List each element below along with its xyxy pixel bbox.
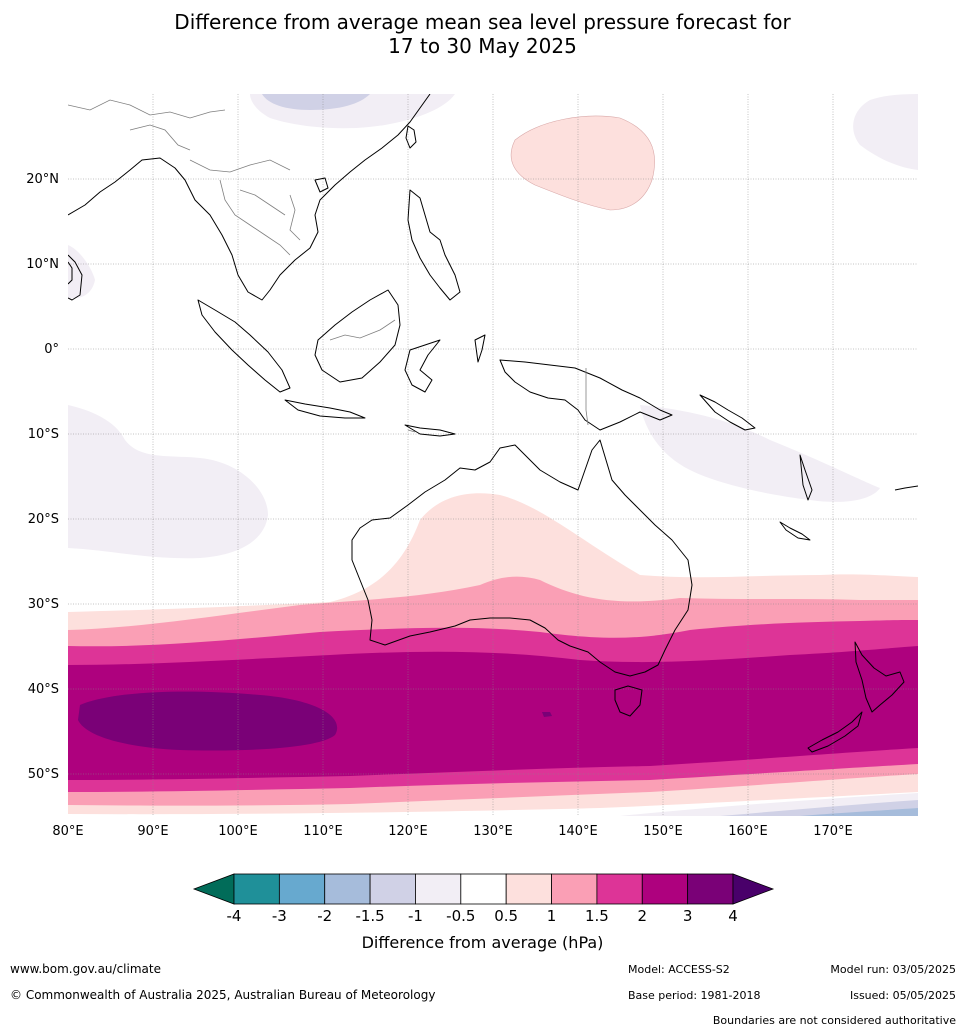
coast-india — [68, 254, 83, 301]
lon-tick-150: 150°E — [643, 824, 683, 839]
lon-tick-140: 140°E — [558, 824, 598, 839]
colorbar-tick-label: 4 — [728, 907, 738, 925]
lat-tick-20n: 20°N — [26, 172, 59, 187]
coast-halmahera — [474, 334, 486, 363]
colorbar-tick-label: -1.5 — [355, 907, 384, 925]
patch-pos-pacific — [510, 115, 655, 211]
footer-model-run: Model run: 03/05/2025 — [830, 963, 956, 976]
footer-model: Model: ACCESS-S2 — [628, 963, 730, 976]
lat-tick-30s: 30°S — [28, 597, 59, 612]
footer-copyright: © Commonwealth of Australia 2025, Austra… — [10, 988, 436, 1002]
lon-tick-170: 170°E — [813, 824, 853, 839]
coast-vanuatu — [799, 454, 813, 501]
colorbar-tick-label: 1.5 — [585, 907, 609, 925]
national-boundaries — [68, 99, 589, 433]
footer-issued: Issued: 05/05/2025 — [849, 989, 956, 1002]
lat-tick-40s: 40°S — [28, 682, 59, 697]
patch-neg-north-inner — [262, 94, 370, 110]
chart-title: Difference from average mean sea level p… — [0, 10, 965, 58]
patch-neg-coral-sea — [640, 405, 880, 502]
lat-tick-labels: 20°N 10°N 0° 10°S 20°S 30°S 40°S 50°S — [26, 172, 59, 782]
lat-tick-0: 0° — [44, 342, 59, 357]
map-area — [68, 94, 918, 816]
colorbar-tick-label: 0.5 — [494, 907, 518, 925]
coast-tasmania — [614, 685, 643, 717]
colorbar-swatch — [505, 873, 552, 905]
coast-timor — [404, 424, 456, 437]
colorbar-tick-label: 2 — [637, 907, 647, 925]
coast-borneo — [314, 289, 401, 383]
patch-neg-nw — [68, 245, 95, 299]
lon-tick-120: 120°E — [388, 824, 428, 839]
colorbar-swatch — [278, 873, 326, 905]
footer-disclaimer: Boundaries are not considered authoritat… — [712, 1014, 956, 1027]
coast-philippines — [407, 189, 461, 301]
colorbar-tick-label: -1 — [408, 907, 423, 925]
coast-sumatra — [197, 299, 291, 393]
coast-fiji — [894, 485, 918, 491]
colorbar-tick-label: -3 — [272, 907, 287, 925]
coast-new-guinea — [499, 359, 673, 431]
lat-tick-10s: 10°S — [28, 427, 59, 442]
colorbar-label: Difference from average (hPa) — [361, 933, 604, 952]
colorbar-tick-label: -4 — [227, 907, 242, 925]
lon-tick-90: 90°E — [137, 824, 168, 839]
title-line-1: Difference from average mean sea level p… — [174, 10, 791, 34]
lat-tick-20s: 20°S — [28, 512, 59, 527]
coast-solomons — [699, 394, 756, 431]
colorbar-swatch — [641, 873, 689, 905]
patch-neg-west-indian — [68, 405, 268, 559]
coast-java — [284, 399, 366, 419]
band-south-neg-1.5 — [800, 808, 918, 816]
band-3-4-small — [542, 712, 552, 717]
colorbar-swatch — [415, 873, 462, 905]
coast-mainland-asia — [68, 94, 431, 301]
coast-australia — [351, 439, 693, 677]
colorbar-swatch — [324, 873, 371, 905]
colorbar: -4 -3 -2 -1.5 -1 -0.5 0.5 1 1.5 2 3 4 — [192, 873, 775, 925]
lon-tick-130: 130°E — [473, 824, 513, 839]
coast-sri-lanka — [68, 261, 73, 285]
colorbar-swatch — [687, 873, 734, 905]
band-3-4-core — [78, 691, 338, 751]
colorbar-swatch — [460, 873, 507, 905]
coast-new-zealand-south — [807, 711, 863, 753]
colorbar-swatch — [596, 873, 643, 905]
coast-sulawesi — [404, 339, 441, 393]
anomaly-shading — [68, 94, 918, 816]
colorbar-over-triangle — [732, 873, 775, 905]
colorbar-under-triangle — [192, 873, 235, 905]
lon-tick-100: 100°E — [218, 824, 258, 839]
lat-tick-10n: 10°N — [26, 257, 59, 272]
coast-new-zealand-north — [854, 641, 905, 713]
colorbar-tick-label: -0.5 — [446, 907, 475, 925]
coastlines — [68, 94, 918, 753]
title-line-2: 17 to 30 May 2025 — [388, 34, 577, 58]
coast-taiwan — [405, 125, 417, 149]
footer-base-period: Base period: 1981-2018 — [628, 989, 761, 1002]
lon-tick-110: 110°E — [303, 824, 343, 839]
colorbar-swatch — [233, 873, 280, 905]
colorbar-swatch — [369, 873, 416, 905]
colorbar-swatch — [551, 873, 598, 905]
patch-neg-ne — [853, 94, 918, 170]
footer-website: www.bom.gov.au/climate — [10, 962, 161, 976]
lon-tick-160: 160°E — [728, 824, 768, 839]
colorbar-tick-label: 1 — [547, 907, 557, 925]
lon-tick-labels: 80°E 90°E 100°E 110°E 120°E 130°E 140°E … — [52, 824, 852, 839]
colorbar-tick-label: 3 — [683, 907, 693, 925]
lon-tick-80: 80°E — [52, 824, 83, 839]
lat-tick-50s: 50°S — [28, 767, 59, 782]
graticule — [68, 94, 918, 816]
coast-hainan — [314, 177, 329, 193]
coast-new-caledonia — [779, 521, 811, 541]
colorbar-tick-label: -2 — [317, 907, 332, 925]
